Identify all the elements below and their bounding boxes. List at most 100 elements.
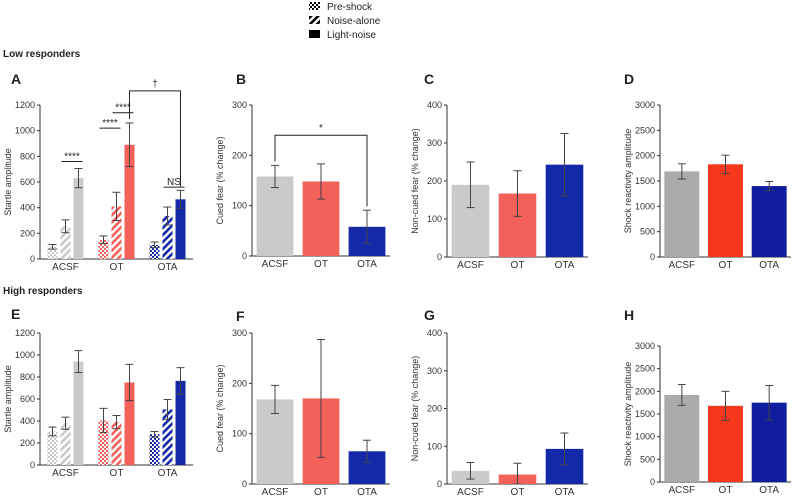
bar-b-acsf xyxy=(256,176,294,256)
bar-a-acsf-light-noise xyxy=(73,178,84,259)
bar-d-ota xyxy=(751,186,787,257)
y-axis-label-c: Non-cued fear (% change) xyxy=(410,128,420,234)
y-axis-label-f: Cued fear (% change) xyxy=(215,364,225,452)
legend-swatch-pre-shock xyxy=(309,2,320,10)
y-tick-label-h-1000: 1000 xyxy=(635,432,655,442)
x-tick-label-h-ota: OTA xyxy=(759,485,779,496)
x-tick-label-e-ot: OT xyxy=(110,468,124,479)
y-tick-label-e-0: 0 xyxy=(30,460,35,470)
y-tick-label-d-2000: 2000 xyxy=(635,151,655,161)
panel-letter-c: C xyxy=(424,71,434,87)
y-tick-label-b-200: 200 xyxy=(232,150,247,160)
panel-letter-b: B xyxy=(236,71,246,87)
sig-label-a-1: **** xyxy=(102,118,118,129)
y-tick-label-c-400: 400 xyxy=(427,100,442,110)
y-axis-label-b: Cued fear (% change) xyxy=(215,136,225,224)
panel-g: G 0 100 200 300 400 Non-cued fear (% change) AC… xyxy=(410,307,588,497)
y-tick-label-a-0: 0 xyxy=(30,254,35,264)
y-tick-label-g-100: 100 xyxy=(427,441,442,451)
y-tick-label-b-0: 0 xyxy=(242,251,247,261)
legend-label-noise-alone: Noise-alone xyxy=(327,16,381,27)
y-tick-label-a-200: 200 xyxy=(20,228,35,238)
y-tick-label-d-0: 0 xyxy=(650,252,655,262)
x-tick-label-b-acsf: ACSF xyxy=(262,259,289,270)
bar-a-ota-pre-shock xyxy=(149,244,160,259)
y-tick-label-c-100: 100 xyxy=(427,214,442,224)
section-title-high: High responders xyxy=(3,286,83,297)
panel-letter-e: E xyxy=(11,306,20,322)
y-tick-label-e-1000: 1000 xyxy=(15,350,35,360)
sig-label-b-0: * xyxy=(319,123,323,134)
bar-e-ot-pre-shock xyxy=(98,420,109,465)
x-tick-label-g-acsf: ACSF xyxy=(457,487,484,497)
bar-a-ot-noise-alone xyxy=(111,206,122,259)
panel-letter-g: G xyxy=(424,307,435,323)
panel-d: D 0 500 1000 1500 2000 2500 3000 Shock reactivit… xyxy=(623,71,791,271)
x-tick-label-g-ota: OTA xyxy=(555,487,575,497)
y-tick-label-f-0: 0 xyxy=(242,479,247,489)
section-title-low: Low responders xyxy=(3,49,81,60)
legend-label-pre-shock: Pre-shock xyxy=(327,2,373,13)
panel-letter-a: A xyxy=(11,71,21,87)
legend: Pre-shock Noise-alone Light-noise xyxy=(309,2,381,41)
bar-e-ot-noise-alone xyxy=(111,422,122,465)
panel-f: F 0 100 200 300 Cued fear (% change) ACSF OT OTA xyxy=(215,308,390,497)
y-tick-label-c-200: 200 xyxy=(427,176,442,186)
panel-a: A 0 200 400 600 800 1000 1200 Startle amplitude A… xyxy=(3,71,193,273)
panel-h: H 0 500 1000 1500 2000 2500 3000 Shock reactivit… xyxy=(623,307,791,496)
bar-a-acsf-noise-alone xyxy=(60,226,71,259)
y-tick-label-e-600: 600 xyxy=(20,394,35,404)
y-tick-label-a-800: 800 xyxy=(20,151,35,161)
y-axis-label-e: Startle amplitude xyxy=(3,365,13,433)
y-tick-label-c-300: 300 xyxy=(427,138,442,148)
y-tick-label-h-3000: 3000 xyxy=(635,341,655,351)
bar-e-acsf-light-noise xyxy=(73,361,84,465)
sig-label-a-3: NS xyxy=(167,177,181,188)
y-tick-label-d-500: 500 xyxy=(640,227,655,237)
x-tick-label-a-ot: OT xyxy=(110,262,124,273)
bar-e-ot-light-noise xyxy=(124,382,135,465)
y-tick-label-g-200: 200 xyxy=(427,404,442,414)
x-tick-label-h-ot: OT xyxy=(719,485,733,496)
legend-swatch-light-noise xyxy=(309,30,320,38)
y-tick-label-d-1500: 1500 xyxy=(635,176,655,186)
x-tick-label-h-acsf: ACSF xyxy=(668,485,695,496)
sig-bracket-a-4 xyxy=(129,90,181,187)
x-tick-label-f-ot: OT xyxy=(314,487,328,497)
bar-e-acsf-noise-alone xyxy=(60,423,71,465)
panel-letter-f: F xyxy=(236,308,245,324)
y-tick-label-h-500: 500 xyxy=(640,454,655,464)
y-tick-label-d-2500: 2500 xyxy=(635,125,655,135)
y-axis-label-h: Shock reactivity amplitude xyxy=(623,362,633,467)
bar-a-ot-light-noise xyxy=(124,144,135,259)
legend-swatch-noise-alone xyxy=(309,16,320,24)
x-tick-label-g-ot: OT xyxy=(511,487,525,497)
sig-label-a-2: **** xyxy=(115,103,131,114)
bar-d-ot xyxy=(708,164,743,257)
panel-letter-h: H xyxy=(624,307,634,323)
bar-e-ota-noise-alone xyxy=(162,409,173,465)
bar-a-ota-noise-alone xyxy=(162,216,173,259)
x-tick-label-f-ota: OTA xyxy=(357,487,377,497)
panel-c: C 0 100 200 300 400 Non-cued fear (% change) AC… xyxy=(410,71,588,271)
x-tick-label-d-acsf: ACSF xyxy=(668,260,695,271)
y-tick-label-g-400: 400 xyxy=(427,328,442,338)
bar-a-ot-pre-shock xyxy=(98,239,109,259)
x-tick-label-d-ot: OT xyxy=(719,260,733,271)
sig-bracket-b-0 xyxy=(274,134,368,207)
y-tick-label-e-400: 400 xyxy=(20,416,35,426)
y-tick-label-f-300: 300 xyxy=(232,328,247,338)
y-tick-label-g-0: 0 xyxy=(437,479,442,489)
bar-e-ota-light-noise xyxy=(175,380,186,465)
y-axis-label-a: Startle amplitude xyxy=(3,148,13,216)
bar-d-acsf xyxy=(664,171,700,257)
x-tick-label-a-ota: OTA xyxy=(158,262,178,273)
y-tick-label-b-300: 300 xyxy=(232,100,247,110)
y-tick-label-b-100: 100 xyxy=(232,201,247,211)
x-tick-label-c-ot: OT xyxy=(511,260,525,271)
x-tick-label-b-ot: OT xyxy=(314,259,328,270)
sig-label-a-4: † xyxy=(152,79,158,90)
y-tick-label-e-1200: 1200 xyxy=(15,328,35,338)
